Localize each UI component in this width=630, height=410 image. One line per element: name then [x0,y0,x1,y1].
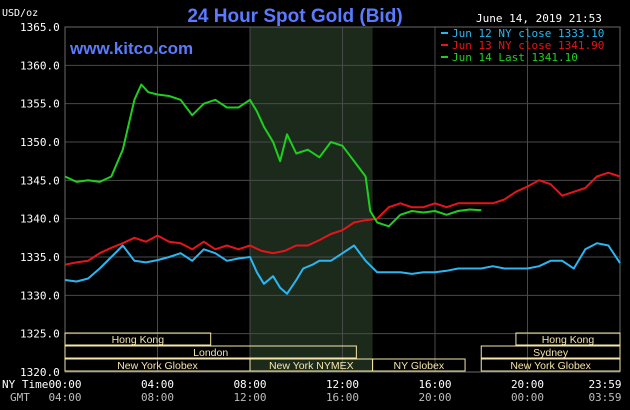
y-axis-ticks: 1320.0 1325.0 1330.0 1335.0 1340.0 1345.0 1350… [20,21,60,379]
ny-time-label: NY Time [2,378,48,391]
chart-title: 24 Hour Spot Gold (Bid) [187,6,402,27]
y-tick-label: 1320.0 [20,366,60,379]
price-series [64,83,621,295]
session-label: New York Globex [117,360,198,372]
session-box [480,345,621,359]
session-box [372,358,466,372]
x-axis-ticks: 00:0004:0004:0008:0008:0012:0012:0016:00… [48,378,621,404]
legend-entry: Jun 12 NY close 1333.10 [452,27,604,40]
y-tick-label: 1335.0 [20,251,60,264]
legend-swatch [441,56,448,58]
x-tick-label-ny: 08:00 [233,378,266,391]
y-tick-label: 1345.0 [20,174,60,187]
x-tick-label-ny: 12:00 [326,378,359,391]
session-label: New York NYMEX [269,360,354,372]
session-label: NY Globex [394,360,445,372]
x-tick-label-ny: 04:00 [141,378,174,391]
x-tick-label-ny: 23:59 [588,378,621,391]
session-label: Hong Kong [112,334,165,346]
session-label: London [193,347,228,359]
y-tick-label: 1360.0 [20,59,60,72]
series-line [64,171,621,266]
legend-swatch [441,32,448,34]
plot-frame [64,26,621,373]
x-tick-label-gmt: 20:00 [418,391,451,404]
session-label: Hong Kong [542,334,595,346]
nymex-session-band [250,27,373,372]
legend-entry: Jun 13 NY close 1341.90 [452,39,604,52]
session-box [64,345,357,359]
series-line [64,242,621,295]
x-tick-label-gmt: 12:00 [233,391,266,404]
y-tick-label: 1340.0 [20,213,60,226]
x-tick-label-gmt: 16:00 [326,391,359,404]
y-tick-label: 1330.0 [20,289,60,302]
y-tick-label: 1350.0 [20,136,60,149]
x-tick-label-gmt: 00:00 [511,391,544,404]
y-tick-label: 1325.0 [20,328,60,341]
session-box [515,332,621,346]
y-tick-label: 1355.0 [20,98,60,111]
x-tick-label-ny: 20:00 [511,378,544,391]
session-label: New York Globex [510,360,591,372]
session-box [480,358,621,372]
legend-swatch [441,44,448,46]
legend-entry: Jun 14 Last 1341.10 [452,51,578,64]
x-tick-label-ny: 16:00 [418,378,451,391]
x-tick-label-ny: 00:00 [48,378,81,391]
gmt-label: GMT [10,391,30,404]
website-label: www.kitco.com [69,39,193,58]
y-axis-unit: USD/oz [2,8,38,19]
x-tick-label-gmt: 08:00 [141,391,174,404]
session-box [64,332,212,346]
timestamp: June 14, 2019 21:53 [476,12,602,25]
series-line [64,83,482,228]
x-tick-label-gmt: 03:59 [588,391,621,404]
session-label: Sydney [533,347,569,359]
y-tick-label: 1365.0 [20,21,60,34]
x-tick-label-gmt: 04:00 [48,391,81,404]
plot-frame-rect [64,26,621,373]
